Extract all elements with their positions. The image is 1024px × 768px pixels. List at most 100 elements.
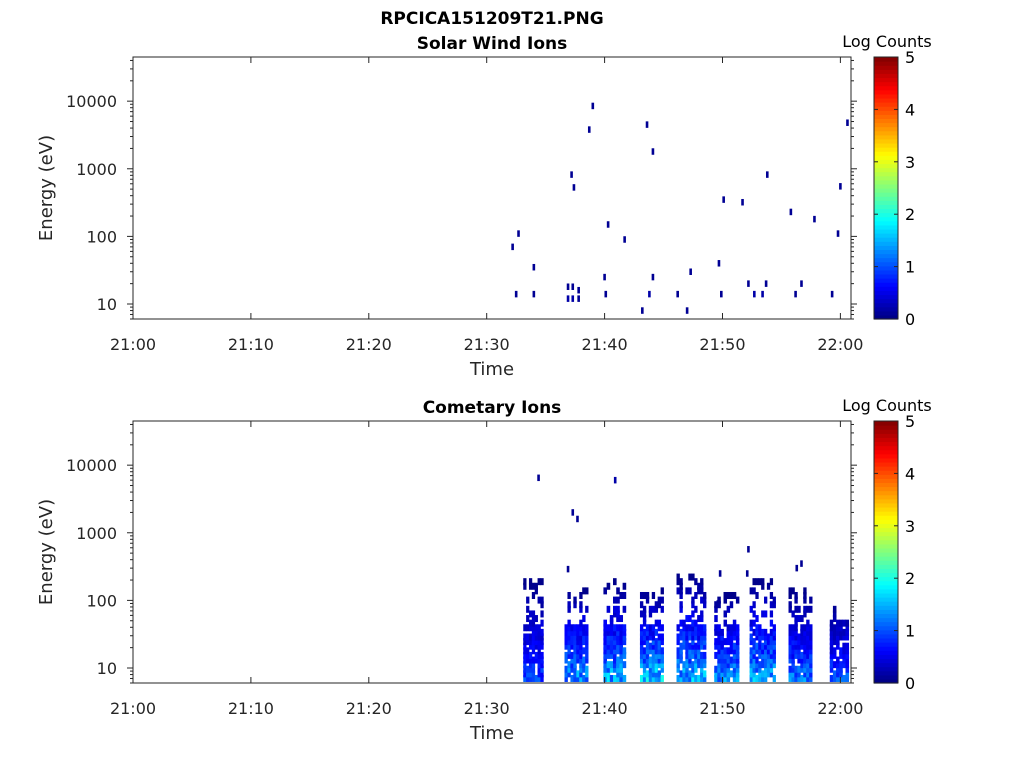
colorbar-step	[874, 200, 898, 205]
data-cell	[576, 624, 580, 632]
data-cell	[657, 674, 661, 682]
data-cell	[531, 624, 536, 632]
data-cell	[660, 661, 664, 669]
data-cell	[619, 615, 624, 623]
data-cell	[616, 661, 620, 669]
data-cell	[813, 215, 816, 223]
data-cell	[639, 647, 644, 655]
data-cell	[682, 624, 686, 632]
data-cell	[676, 647, 680, 655]
colorbar-step	[874, 196, 898, 201]
colorbar-step	[874, 122, 898, 128]
data-cell	[526, 638, 530, 646]
data-cell	[609, 665, 614, 673]
y-tick-label: 10	[97, 659, 117, 678]
colorbar-step	[874, 658, 898, 664]
data-cell	[609, 624, 614, 632]
data-cell	[794, 638, 798, 646]
data-cell	[752, 674, 756, 682]
data-cell	[616, 665, 620, 673]
colorbar-step	[874, 65, 898, 70]
data-cell	[585, 674, 589, 682]
data-cell	[794, 628, 798, 636]
data-cell	[531, 674, 536, 682]
data-cell	[622, 674, 627, 682]
colorbar-step	[874, 506, 898, 512]
data-cell	[797, 642, 801, 650]
colorbar-step	[874, 552, 898, 557]
data-cell	[579, 661, 583, 669]
data-cell	[720, 633, 724, 641]
data-cell	[717, 638, 721, 646]
data-cell	[691, 619, 695, 627]
data-cell	[573, 624, 577, 632]
data-cell	[846, 119, 849, 126]
data-cell	[573, 638, 577, 646]
data-cell	[564, 642, 568, 650]
colorbar-tick-label: 1	[905, 622, 915, 641]
data-cell	[694, 665, 698, 673]
data-cell	[685, 628, 689, 636]
data-cell	[735, 596, 740, 604]
data-cell	[537, 638, 541, 646]
data-cell	[829, 628, 834, 636]
x-tick-label: 21:40	[582, 699, 628, 718]
data-cell	[526, 674, 530, 682]
data-cell	[772, 601, 776, 609]
data-cell	[803, 591, 807, 599]
data-cell	[694, 619, 698, 627]
data-cell	[657, 642, 661, 650]
colorbar-step	[874, 621, 898, 627]
data-cell	[603, 628, 608, 636]
colorbar-step	[874, 523, 898, 529]
data-cell	[803, 670, 807, 678]
data-cell	[532, 290, 536, 298]
data-cell	[531, 642, 536, 650]
data-cell	[685, 665, 689, 673]
colorbar-tick-label: 4	[905, 464, 915, 483]
data-cell	[758, 578, 762, 586]
data-cell	[528, 674, 533, 682]
colorbar-step	[874, 269, 898, 275]
data-cell	[613, 656, 617, 664]
data-cell	[579, 591, 583, 599]
colorbar-tick-label: 5	[905, 412, 915, 431]
colorbar-step	[874, 650, 898, 655]
colorbar-step	[874, 674, 898, 680]
data-cell	[764, 596, 768, 604]
data-cell	[582, 628, 586, 636]
data-cell	[654, 601, 659, 609]
data-cell	[764, 674, 768, 682]
data-cell	[676, 633, 680, 641]
data-cell	[676, 587, 680, 595]
data-cell	[794, 665, 798, 673]
data-cell	[619, 624, 624, 632]
data-cell	[839, 633, 843, 641]
colorbar-step	[874, 183, 898, 189]
data-cell	[836, 642, 840, 650]
data-cell	[797, 638, 801, 646]
data-cell	[654, 656, 659, 664]
data-cell	[800, 656, 804, 664]
data-cell	[839, 665, 843, 673]
data-cell	[567, 619, 571, 627]
data-cell	[723, 661, 728, 669]
data-cell	[564, 638, 568, 646]
colorbar-step	[874, 134, 898, 140]
data-cell	[606, 582, 611, 590]
data-cell	[676, 661, 680, 669]
data-cell	[791, 674, 795, 682]
data-cell	[794, 605, 798, 613]
data-cell	[766, 642, 771, 650]
data-cell	[809, 651, 813, 659]
data-cell	[642, 633, 647, 641]
data-cell	[797, 633, 801, 641]
colorbar-step	[874, 224, 898, 230]
data-cell	[566, 283, 570, 290]
data-cell	[567, 624, 571, 632]
data-cell	[703, 651, 707, 659]
data-cell	[537, 674, 541, 682]
data-cell	[685, 587, 689, 595]
data-cell	[603, 656, 608, 664]
colorbar-step	[874, 261, 898, 267]
